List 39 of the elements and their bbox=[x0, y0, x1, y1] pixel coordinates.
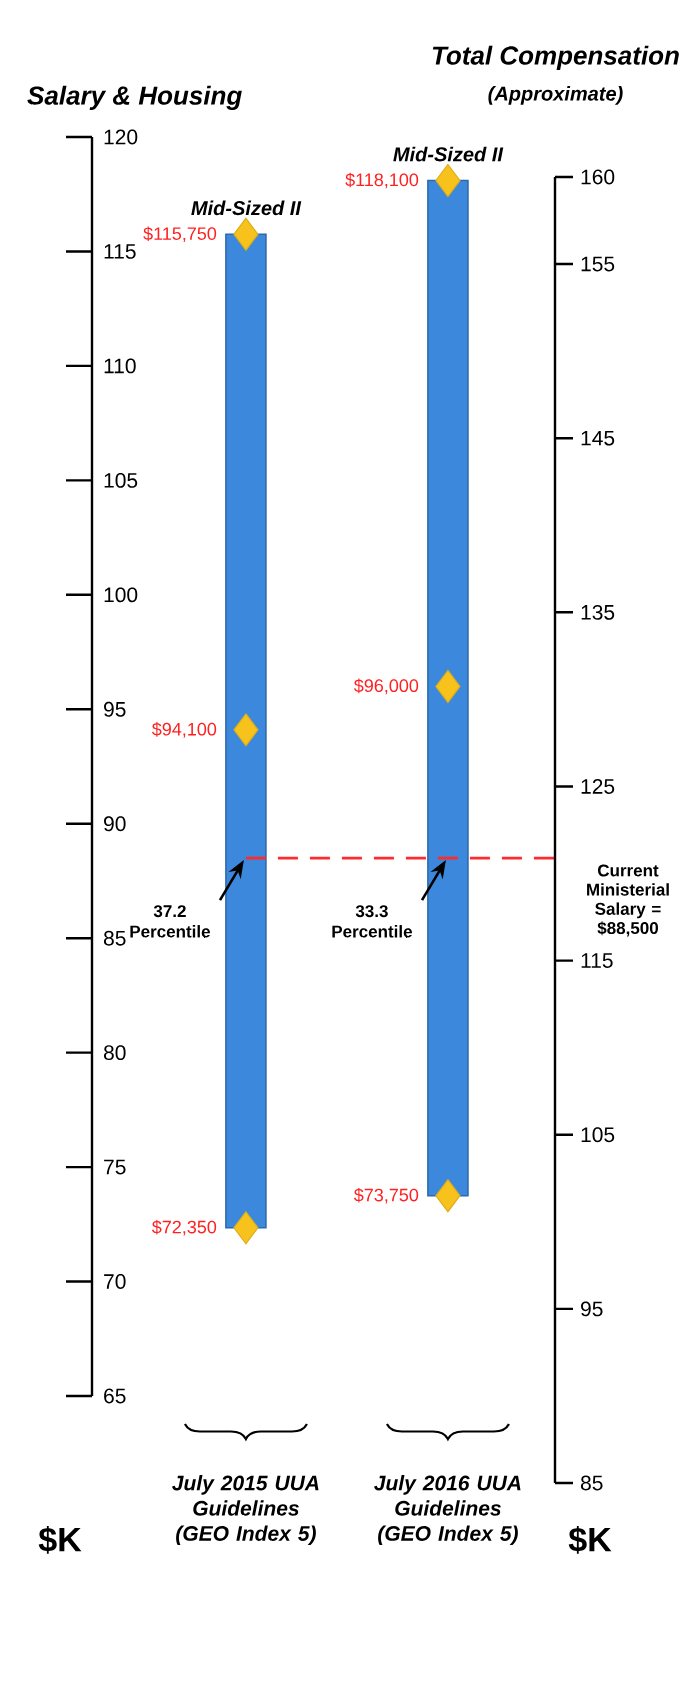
annotation: Mid-Sized II bbox=[191, 200, 302, 216]
y-tick-label: 120 bbox=[104, 129, 138, 145]
text: (Approximate) bbox=[488, 86, 623, 105]
y-axis-title: Salary & Housing bbox=[27, 85, 242, 110]
annotation: $118,100 bbox=[345, 172, 419, 189]
y-tick-label: 75 bbox=[104, 1159, 126, 1175]
y-tick-label: 85 bbox=[103, 930, 126, 946]
y-tick-label: 105 bbox=[104, 472, 138, 488]
x-tick-label: July 2016 UUA Guidelines (GEO Index 5) bbox=[374, 1475, 521, 1546]
y-tick-label: 80 bbox=[103, 1045, 126, 1061]
text: $K bbox=[38, 1526, 82, 1554]
annotation: $72,350 bbox=[151, 1219, 217, 1236]
y2-tick-label: 115 bbox=[581, 953, 613, 968]
y2-tick-label: 105 bbox=[581, 1127, 615, 1143]
annotation: $115,750 bbox=[143, 226, 217, 243]
y-tick-label: 90 bbox=[104, 816, 126, 832]
y2-tick-label: 155 bbox=[581, 256, 615, 272]
y-tick-label: 100 bbox=[104, 587, 138, 603]
text: 37.2 Percentile bbox=[130, 905, 210, 938]
x-tick-label: July 2015 UUA Guidelines (GEO Index 5) bbox=[172, 1475, 319, 1546]
ref-line-label: Current Ministerial Salary = $88,500 bbox=[587, 864, 669, 937]
annotation: 33.3 Percentile bbox=[332, 905, 412, 938]
y2-tick-label: 85 bbox=[580, 1475, 603, 1491]
y-tick-label: 65 bbox=[104, 1388, 126, 1404]
y-tick-label: 115 bbox=[104, 244, 136, 259]
y2-tick-label: 145 bbox=[581, 430, 615, 446]
y2-tick-label: 135 bbox=[581, 604, 615, 620]
y-tick-label: 70 bbox=[104, 1274, 126, 1289]
y-tick-label: 110 bbox=[104, 358, 136, 374]
y2-tick-label: 95 bbox=[581, 1301, 603, 1317]
y-tick-label: 95 bbox=[104, 701, 126, 717]
annotation: $94,100 bbox=[151, 722, 217, 738]
annotation: $73,750 bbox=[353, 1187, 419, 1204]
y2-tick-label: 160 bbox=[581, 169, 615, 185]
y2-tick-label: 125 bbox=[581, 779, 615, 794]
text: $K bbox=[568, 1526, 612, 1554]
annotation: Mid-Sized II bbox=[393, 146, 504, 162]
annotation: $96,000 bbox=[353, 678, 419, 695]
y2-axis-title: Total Compensation bbox=[432, 45, 679, 70]
